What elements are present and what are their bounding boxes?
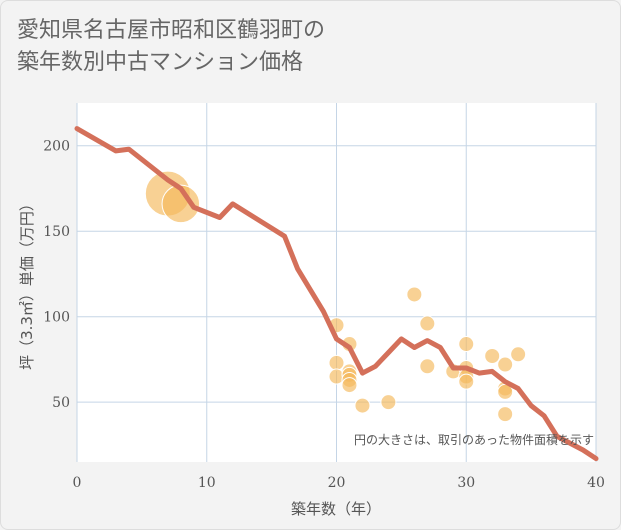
x-tick-label: 30: [457, 475, 475, 491]
data-point: [341, 377, 358, 394]
y-tick-label: 150: [43, 224, 70, 240]
data-point: [458, 373, 475, 390]
data-point: [484, 348, 501, 365]
x-tick-label: 0: [73, 475, 82, 491]
data-point: [497, 356, 514, 373]
data-point: [380, 394, 397, 411]
data-points: [144, 170, 527, 423]
data-point: [497, 406, 514, 423]
x-tick-labels: 0 10 20 30 40: [73, 475, 605, 491]
chart-title: 愛知県名古屋市昭和区鶴羽町の 築年数別中古マンション価格: [17, 15, 325, 79]
y-axis-label: 坪（3.3㎡）単価（万円）: [18, 196, 36, 370]
trend-line: [74, 126, 599, 462]
data-point: [328, 354, 345, 371]
title-line-2: 築年数別中古マンション価格: [17, 50, 304, 75]
data-point: [510, 346, 527, 363]
data-point: [161, 184, 201, 224]
grid-lines: [76, 103, 597, 462]
data-point: [354, 397, 371, 414]
title-line-1: 愛知県名古屋市昭和区鶴羽町の: [17, 18, 326, 43]
x-tick-label: 40: [587, 475, 605, 491]
y-tick-label: 200: [43, 139, 70, 155]
size-note: 円の大きさは、取引のあった物件面積を示す: [354, 432, 594, 447]
x-axis-label: 築年数（年）: [291, 500, 381, 518]
data-point: [458, 336, 475, 353]
y-tick-label: 50: [52, 395, 70, 411]
x-tick-label: 20: [328, 475, 346, 491]
data-point: [419, 358, 436, 375]
data-point: [419, 315, 436, 332]
y-tick-labels: 50 100 150 200: [43, 139, 70, 411]
x-tick-label: 10: [198, 475, 216, 491]
y-tick-label: 100: [43, 310, 70, 326]
data-point: [406, 286, 423, 303]
